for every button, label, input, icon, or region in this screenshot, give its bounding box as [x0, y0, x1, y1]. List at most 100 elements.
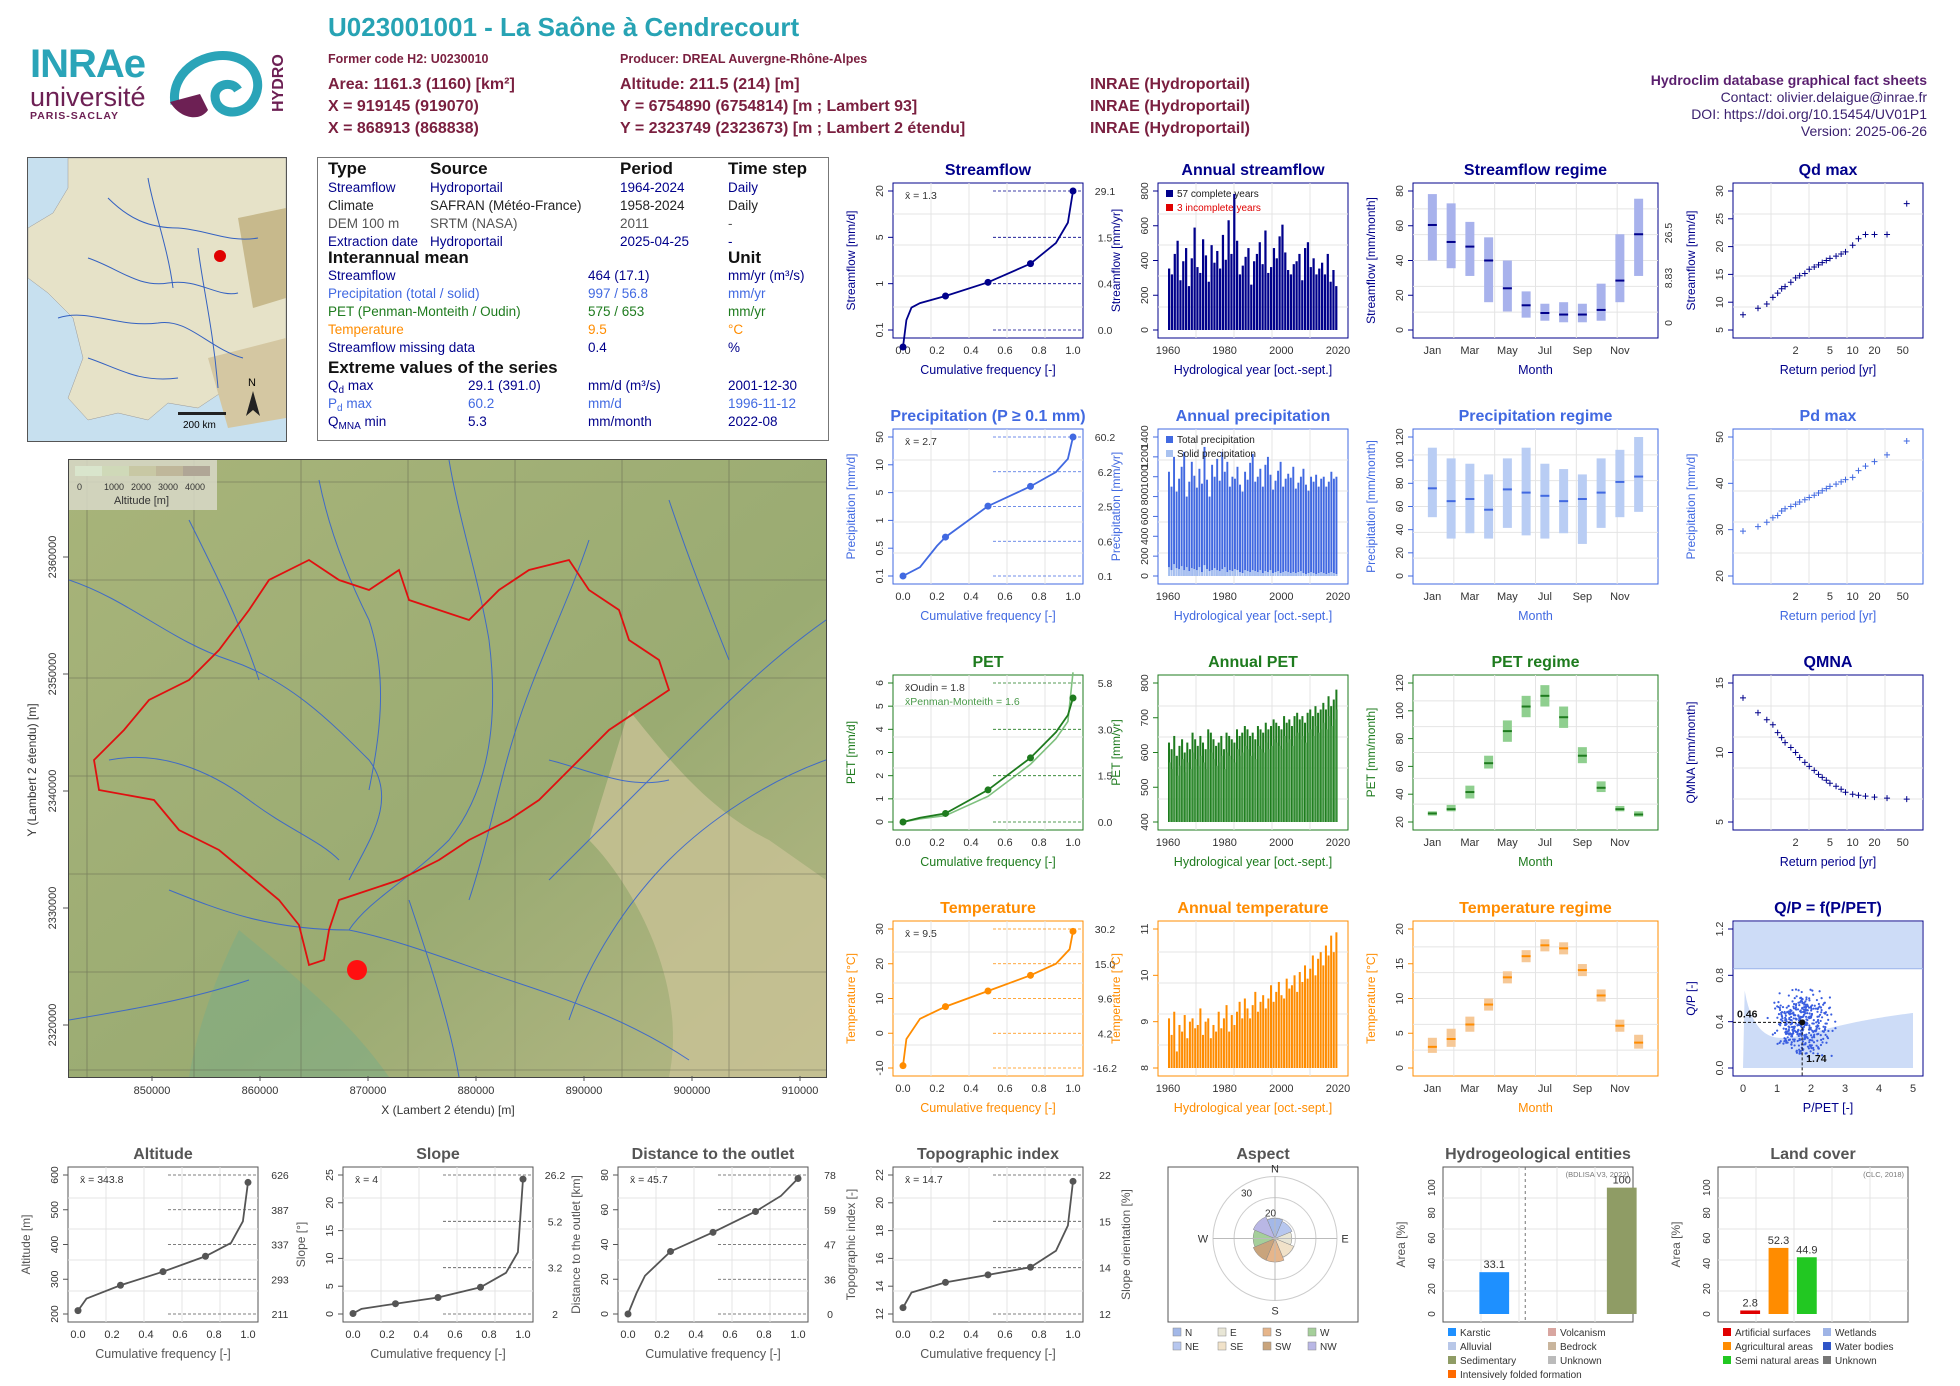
return-point	[1754, 305, 1761, 312]
chart-ytick: 10	[1139, 969, 1151, 981]
annual-bar-secondary	[1197, 765, 1200, 822]
budyko-point	[1799, 1015, 1802, 1018]
annual-bar-secondary	[1179, 765, 1181, 822]
chart-annual_temp: Annual temperature Hydrological year [oct…	[1109, 900, 1350, 1115]
chart-ytick: 20	[1394, 816, 1406, 828]
return-point	[1787, 279, 1794, 286]
annual-bar	[1287, 473, 1290, 576]
chart-xlabel: Month	[1518, 363, 1553, 377]
cdf-point	[202, 1252, 209, 1260]
budyko-point	[1819, 1019, 1822, 1023]
chart-xtick: 0.2	[104, 1329, 119, 1341]
annual-bar	[1311, 716, 1314, 822]
budyko-point	[1794, 988, 1798, 991]
return-point	[1763, 519, 1770, 526]
chart-ytick: 0	[1139, 573, 1151, 579]
annual-bar-secondary	[1310, 729, 1312, 822]
chart-ytick: 30	[1714, 524, 1726, 536]
aspect-direction: S	[1271, 1306, 1278, 1318]
legend-label: SE	[1230, 1342, 1244, 1353]
annual-bar	[1231, 476, 1234, 576]
chart-ylabel: QMNA [mm/month]	[1684, 701, 1698, 803]
return-point	[1769, 514, 1776, 521]
budyko-point	[1781, 1005, 1785, 1009]
chart-xtick: Nov	[1610, 837, 1630, 849]
annual-bar	[1277, 726, 1280, 822]
annual-bar	[1182, 261, 1185, 330]
quantile-label: 3.2	[548, 1263, 563, 1275]
annual-bar	[1317, 958, 1320, 1068]
chart-ytick: 0.8	[1714, 968, 1726, 983]
solid-precip-bar	[1211, 570, 1214, 576]
chart-xtick: 1980	[1212, 345, 1236, 357]
cdf-point	[942, 1278, 949, 1286]
budyko-point	[1806, 1037, 1809, 1040]
legend-label: Semi natural areas	[1735, 1356, 1819, 1367]
extreme-cell-unit: mm/d (m³/s)	[588, 378, 661, 393]
chart-xtick: Jan	[1424, 837, 1442, 849]
annual-bar	[1195, 487, 1198, 576]
mean-cell-value: 997 / 56.8	[588, 286, 649, 301]
mean-title: Interannual mean	[328, 248, 469, 267]
map-xtick: 880000	[458, 1085, 495, 1097]
mean-label: x̄ = 45.7	[630, 1174, 668, 1186]
annual-bar	[1275, 722, 1278, 822]
budyko-point	[1808, 999, 1811, 1002]
annual-bar	[1283, 998, 1286, 1068]
quantile-label: 0.4	[1098, 279, 1113, 291]
chart-xtick: Nov	[1610, 1083, 1630, 1095]
annual-bar	[1208, 496, 1211, 576]
return-point	[1823, 777, 1830, 784]
cdf-point	[1027, 754, 1034, 762]
annual-bar	[1330, 935, 1333, 1068]
annual-bar	[1262, 995, 1265, 1068]
legend-label: Volcanism	[1560, 1328, 1606, 1339]
budyko-point	[1812, 1046, 1815, 1050]
annual-bar	[1173, 1011, 1176, 1068]
annual-bar-secondary	[1268, 749, 1270, 822]
chart-xlabel: Cumulative frequency [-]	[645, 1347, 780, 1361]
quantile-label: 36	[824, 1274, 836, 1286]
chart-ytick: 30	[1714, 185, 1726, 197]
chart-xtick: 2020	[1326, 1083, 1350, 1095]
budyko-point	[1808, 997, 1811, 1000]
annual-bar	[1233, 478, 1236, 576]
chart-ytick: 20	[874, 185, 886, 197]
chart-ytick: 0	[1394, 573, 1406, 579]
extreme-label: QMNA min	[328, 414, 386, 432]
cdf-point	[477, 1283, 484, 1291]
chart-xtick: 1	[1774, 1083, 1780, 1095]
chart-xtick: 0.0	[895, 591, 910, 603]
annual-bar	[1241, 265, 1244, 330]
annual-bar	[1293, 975, 1296, 1068]
annual-bar	[1217, 742, 1220, 822]
chart-ylabel: Precipitation [mm/yr]	[1109, 452, 1123, 561]
budyko-point	[1809, 1050, 1812, 1053]
chart-ytick: 20	[874, 958, 886, 970]
annual-bar	[1267, 998, 1270, 1068]
chart-ylabel: Area [%]	[1394, 1221, 1408, 1267]
return-point	[1792, 501, 1799, 508]
chart-ylabel: Streamflow [mm/yr]	[1109, 209, 1123, 312]
right-axis-label: 0	[1663, 320, 1675, 326]
annual-bar	[1225, 732, 1228, 822]
chart-xtick: 0	[1740, 1083, 1746, 1095]
solid-precip-bar	[1183, 570, 1186, 576]
annual-bar	[1170, 274, 1174, 330]
solid-precip-bar	[1198, 567, 1201, 576]
budyko-point	[1776, 1005, 1779, 1008]
chart-ytick: 40	[1394, 255, 1406, 267]
chart-ytick: 0	[874, 819, 886, 825]
cdf-point	[752, 1207, 759, 1215]
annual-bar-secondary	[1244, 745, 1247, 822]
budyko-point	[1779, 1024, 1782, 1027]
regime-box	[1446, 458, 1456, 539]
annual-bar	[1281, 224, 1284, 330]
budyko-point	[1813, 1029, 1816, 1032]
bar-value-label: 52.3	[1768, 1235, 1789, 1247]
annual-bar	[1335, 286, 1338, 330]
return-point	[1833, 253, 1840, 260]
annual-bar	[1270, 726, 1273, 822]
solid-precip-bar	[1317, 573, 1320, 576]
budyko-point	[1773, 1001, 1776, 1004]
